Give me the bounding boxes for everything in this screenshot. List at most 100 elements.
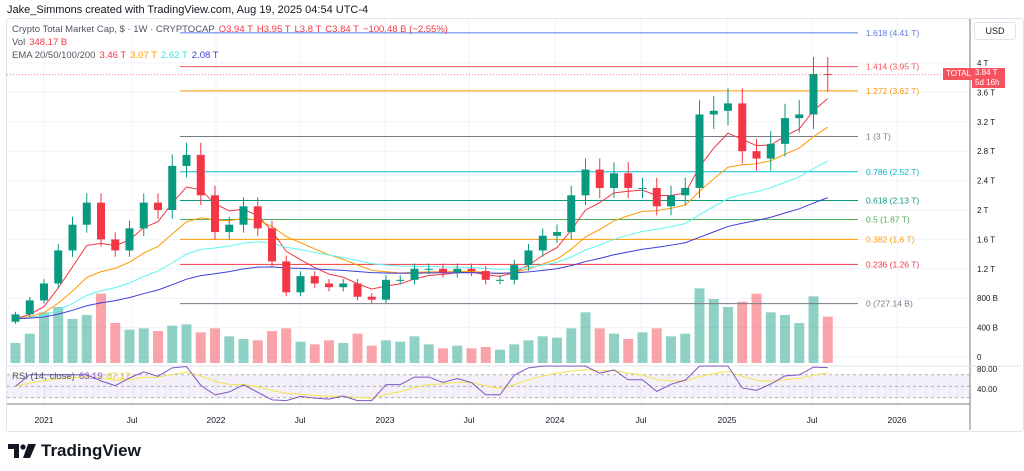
rsi-line [15,365,828,402]
candle-body [538,235,547,251]
volume-bar [423,344,434,363]
tradingview-logo-icon [8,444,36,458]
candle-body [125,228,134,251]
ohlc-open: O3.94 T [218,24,253,35]
price-tick-label: 3.2 T [977,118,995,127]
candle-body [724,103,732,111]
volume-bar [623,339,634,363]
volume-bar [523,340,534,363]
volume-bar [509,344,520,363]
volume-bar [281,328,292,363]
candle-body [382,279,390,300]
ema200-value: 2.08 T [191,50,219,61]
candle-body [182,154,191,166]
volume-value: 348.17 B [29,37,68,48]
candle-body [524,250,533,266]
candle-body [567,195,576,233]
volume-bar [537,336,548,363]
time-tick-label: 2023 [376,415,395,425]
time-tick-label: 2021 [35,415,54,425]
fib-level-label: 0.5 (1.87 T) [866,215,910,225]
volume-label[interactable]: Vol [12,37,26,48]
volume-bar [822,316,833,363]
volume-bar [153,331,163,363]
volume-bar [53,307,64,363]
fib-level-label: 1.414 (3.95 T) [866,62,919,72]
ohlc-change: −100.48 B (−2.55%) [362,24,448,35]
volume-bar [765,312,776,363]
fib-level-label: 0.382 (1.6 T) [866,234,915,244]
candle-body [82,202,91,225]
volume-bar [10,343,21,363]
last-price: 3.84 T [975,68,998,77]
brand-name: TradingView [41,441,141,460]
volume-bar [680,333,691,363]
candle-body [638,187,647,189]
volume-bar [210,328,220,363]
volume-bar [81,315,92,363]
candle-body [68,224,77,251]
time-tick-label: Jul [636,415,647,425]
ema20-value: 3.46 T [99,50,127,61]
volume-bar [395,341,406,363]
symbol-title[interactable]: Crypto Total Market Cap, $ · 1W · CRYPTO… [12,24,215,35]
candle-body [282,261,291,293]
candle-body [781,118,789,144]
currency-button[interactable]: USD [974,22,1016,40]
candle-body [25,300,34,315]
ema200-line [15,197,828,320]
rsi-label[interactable]: RSI (14, close) [12,371,75,382]
chart-credit: Jake_Simmons created with TradingView.co… [7,4,369,16]
ema100-value: 2.62 T [161,50,188,61]
volume-bar [366,345,377,363]
rsi-tick-label: 80.00 [977,365,998,374]
time-tick-label: Jul [127,415,138,425]
volume-bar [594,328,605,363]
fib-level-label: 1 (3 T) [866,132,891,142]
fib-level-label: 1.272 (3.62 T) [866,86,919,96]
candle-body [652,187,661,207]
candle-body [253,206,262,229]
candle-body [695,114,704,188]
candle-body [439,268,447,273]
time-tick-label: 2022 [207,415,226,425]
candle-body [168,165,177,210]
ema100-line [15,160,828,320]
candle-body [310,276,319,284]
rsi-legend: RSI (14, close) 63.19 67.17 [12,371,134,382]
volume-bar [195,332,206,363]
rsi-ma-line [15,369,828,399]
bar-countdown: 5d 16h [975,78,1000,87]
candle-body [11,314,20,322]
time-tick-label: 2025 [718,415,737,425]
candle-body [296,276,305,293]
ema-label[interactable]: EMA 20/50/100/200 [12,50,96,61]
candle-body [97,202,105,240]
volume-bar [609,333,619,363]
tradingview-logo[interactable]: TradingView [8,441,141,461]
time-tick-label: Jul [295,415,306,425]
volume-bar [808,296,819,363]
candle-body [667,195,675,207]
volume-bar [651,328,662,363]
volume-bar [666,336,676,363]
volume-bar [295,341,306,363]
volume-bar [381,340,391,363]
volume-bar [238,339,249,363]
fib-level-label: 0.786 (2.52 T) [866,167,919,177]
candle-body [211,195,219,233]
candle-body [325,283,333,288]
fib-level-label: 0.236 (1.26 T) [866,259,919,269]
candle-body [610,173,618,188]
candle-body [595,169,604,188]
volume-bar [552,337,562,363]
candle-body [54,250,63,284]
price-tick-label: 400 B [977,324,998,333]
volume-bar [96,293,106,363]
symbol-legend: Crypto Total Market Cap, $ · 1W · CRYPTO… [12,24,452,35]
volume-bar [124,329,135,363]
candle-body [709,110,718,115]
fib-level-label: 1.618 (4.41 T) [866,28,919,38]
volume-bar [338,343,349,363]
